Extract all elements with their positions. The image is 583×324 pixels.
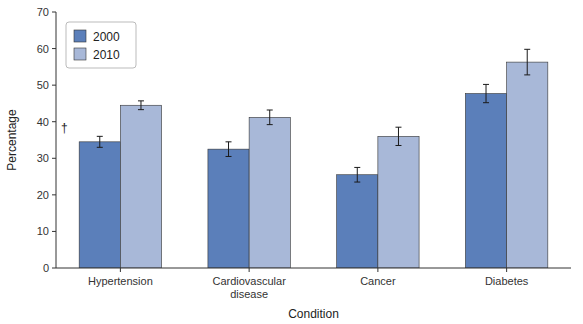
x-tick-label-line: Cardiovascular: [212, 275, 286, 287]
x-tick-label: Cardiovasculardisease: [212, 275, 286, 300]
error-cap: [524, 49, 530, 50]
error-cap: [483, 84, 489, 85]
error-bar: [483, 84, 489, 102]
x-tick-label-line: Cancer: [360, 275, 396, 287]
error-line: [486, 84, 487, 102]
bar: [465, 94, 506, 268]
y-tick-label: 70: [37, 6, 49, 18]
chart-container: 0 10 20 30 40 50 60 70 Hypertension Cardiovascula…: [0, 0, 583, 324]
bar: [337, 175, 378, 268]
error-cap: [267, 110, 273, 111]
error-cap: [354, 167, 360, 168]
error-cap: [226, 141, 232, 142]
x-tick-label-line: Hypertension: [88, 275, 153, 287]
y-tick: [52, 48, 56, 49]
error-cap: [97, 136, 103, 137]
chart: 0 10 20 30 40 50 60 70 Hypertension Cardiovascula…: [0, 0, 583, 324]
legend-swatch: [74, 48, 86, 60]
y-tick-label: 0: [43, 262, 49, 274]
error-line: [140, 101, 141, 110]
error-bar: [524, 49, 530, 75]
y-tick: [52, 12, 56, 13]
x-tick-label-line: Diabetes: [485, 275, 529, 287]
x-tick-label: Diabetes: [485, 275, 529, 287]
x-tick: [249, 268, 250, 272]
error-cap: [226, 156, 232, 157]
error-line: [99, 136, 100, 147]
y-tick: [52, 268, 56, 269]
annotation: †: [61, 121, 68, 135]
y-tick-label: 40: [37, 116, 49, 128]
legend: 2000 2010: [66, 22, 136, 68]
error-cap: [354, 182, 360, 183]
legend-frame: [66, 22, 136, 68]
error-cap: [97, 147, 103, 148]
error-bar: [138, 101, 144, 110]
error-line: [228, 142, 229, 157]
bar: [507, 62, 548, 268]
bar: [208, 149, 249, 268]
error-cap: [483, 102, 489, 103]
x-tick: [506, 268, 507, 272]
error-cap: [524, 74, 530, 75]
bars: [79, 49, 548, 268]
x-tick: [120, 268, 121, 272]
error-bar: [226, 142, 232, 157]
y-tick: [52, 121, 56, 122]
x-tick-label: Cancer: [360, 275, 396, 287]
x-tick-label-line: disease: [230, 288, 268, 300]
error-line: [269, 110, 270, 125]
x-tick: [377, 268, 378, 272]
y-tick-label: 50: [37, 79, 49, 91]
y-tick-label: 30: [37, 152, 49, 164]
error-cap: [138, 109, 144, 110]
x-tick-label: Hypertension: [88, 275, 153, 287]
y-tick: [52, 158, 56, 159]
bar: [249, 117, 290, 268]
x-axis-line: [56, 268, 571, 269]
error-cap: [395, 145, 401, 146]
y-tick-label: 20: [37, 189, 49, 201]
y-axis-line: [56, 12, 57, 268]
y-tick: [52, 85, 56, 86]
error-line: [357, 167, 358, 182]
y-tick: [52, 194, 56, 195]
error-cap: [395, 127, 401, 128]
error-bar: [354, 167, 360, 182]
error-bar: [97, 136, 103, 147]
error-bar: [267, 110, 273, 125]
error-line: [527, 49, 528, 75]
y-tick-label: 10: [37, 225, 49, 237]
legend-label: 2000: [93, 30, 120, 44]
error-line: [398, 127, 399, 145]
y-tick-label: 60: [37, 43, 49, 55]
bar: [378, 136, 419, 268]
legend-label: 2010: [93, 48, 120, 62]
error-cap: [267, 124, 273, 125]
y-tick: [52, 231, 56, 232]
x-axis-label: Condition: [288, 307, 339, 321]
legend-swatch: [74, 30, 86, 42]
bar: [79, 142, 120, 268]
error-bar: [395, 127, 401, 145]
y-axis-label: Percentage: [5, 109, 19, 171]
error-cap: [138, 100, 144, 101]
bar: [120, 105, 161, 268]
